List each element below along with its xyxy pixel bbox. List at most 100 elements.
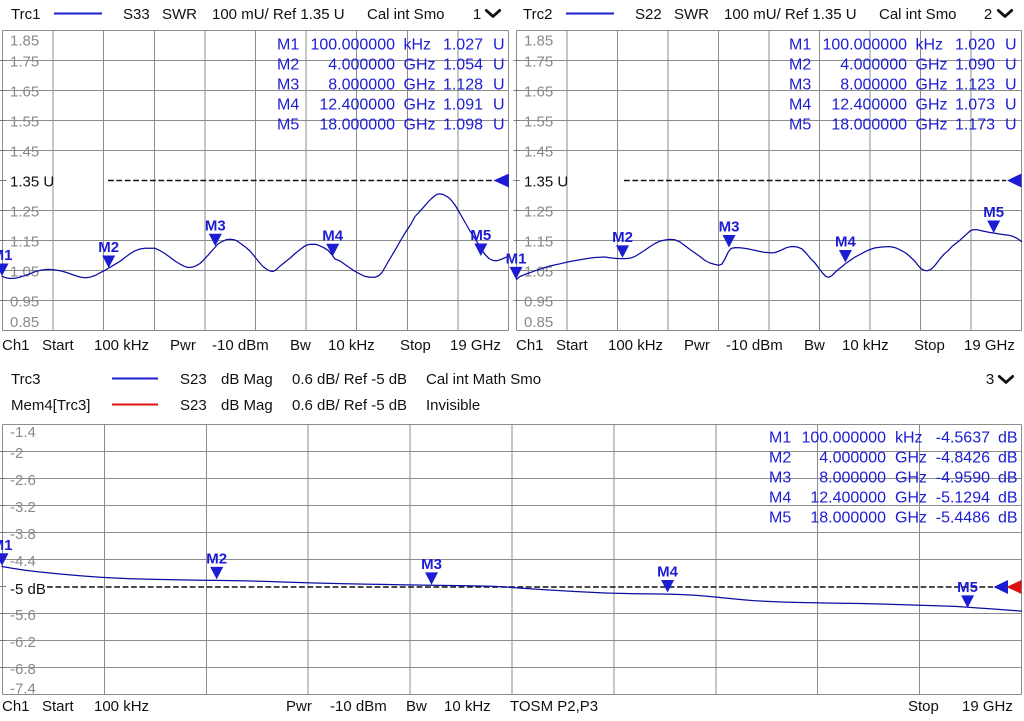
svg-text:GHz: GHz [916,77,948,94]
svg-text:1.65: 1.65 [524,84,553,101]
svg-text:dB: dB [998,470,1018,487]
svg-text:U: U [493,37,505,54]
svg-text:100 kHz: 100 kHz [94,698,149,715]
svg-text:1.75: 1.75 [524,54,553,71]
svg-text:U: U [493,97,505,114]
svg-text:M5: M5 [277,117,299,134]
svg-text:1: 1 [473,6,481,23]
svg-text:GHz: GHz [916,57,948,74]
svg-text:Bw: Bw [290,337,311,354]
svg-text:100.000000: 100.000000 [801,430,886,447]
svg-text:Start: Start [42,698,75,715]
svg-text:Ch1: Ch1 [516,337,544,354]
svg-text:Stop: Stop [908,698,939,715]
svg-text:dB: dB [998,510,1018,527]
svg-text:kHz: kHz [895,430,923,447]
svg-text:M2: M2 [98,239,119,256]
svg-text:1.35 U: 1.35 U [524,174,568,191]
svg-text:TOSM P2,P3: TOSM P2,P3 [510,698,598,715]
svg-text:M3: M3 [719,219,740,236]
svg-text:-3.2: -3.2 [10,499,36,516]
svg-text:1.55: 1.55 [524,114,553,131]
svg-text:8.000000: 8.000000 [819,470,886,487]
svg-text:Start: Start [42,337,75,354]
svg-text:-7.4: -7.4 [10,681,36,698]
svg-text:0.95: 0.95 [524,294,553,311]
svg-text:Bw: Bw [804,337,825,354]
svg-text:Cal int Smo: Cal int Smo [879,6,957,23]
svg-text:0.85: 0.85 [10,314,39,331]
svg-text:U: U [493,117,505,134]
svg-text:-4.8426: -4.8426 [936,450,990,467]
svg-text:1.15: 1.15 [10,234,39,251]
svg-text:100.000000: 100.000000 [310,37,395,54]
svg-text:1.173: 1.173 [955,117,995,134]
svg-text:8.000000: 8.000000 [328,77,395,94]
svg-text:M3: M3 [277,77,299,94]
svg-text:1.25: 1.25 [10,204,39,221]
svg-text:M4: M4 [322,227,343,244]
svg-text:Trc2: Trc2 [523,6,552,23]
svg-text:0.6 dB/ Ref -5 dB: 0.6 dB/ Ref -5 dB [292,397,407,414]
svg-text:1.15: 1.15 [524,234,553,251]
svg-text:M1: M1 [277,37,299,54]
svg-text:U: U [1005,97,1017,114]
svg-text:-5.4486: -5.4486 [936,510,990,527]
svg-text:4.000000: 4.000000 [819,450,886,467]
svg-text:GHz: GHz [404,97,436,114]
svg-text:SWR: SWR [162,6,197,23]
svg-text:-6.8: -6.8 [10,661,36,678]
svg-text:-4.9590: -4.9590 [936,470,990,487]
svg-text:kHz: kHz [404,37,432,54]
svg-text:Invisible: Invisible [426,397,480,414]
svg-text:-4.5637: -4.5637 [936,430,990,447]
svg-text:SWR: SWR [674,6,709,23]
svg-text:dB Mag: dB Mag [221,397,273,414]
svg-text:GHz: GHz [895,450,927,467]
svg-text:GHz: GHz [404,117,436,134]
svg-text:S22: S22 [635,6,662,23]
svg-text:8.000000: 8.000000 [840,77,907,94]
svg-text:10 kHz: 10 kHz [444,698,491,715]
svg-text:19 GHz: 19 GHz [964,337,1015,354]
svg-text:U: U [1005,117,1017,134]
svg-text:GHz: GHz [404,77,436,94]
svg-text:U: U [1005,77,1017,94]
svg-text:100.000000: 100.000000 [822,37,907,54]
svg-text:GHz: GHz [916,117,948,134]
svg-text:M5: M5 [957,579,978,596]
svg-text:1.75: 1.75 [10,54,39,71]
svg-text:Bw: Bw [406,698,427,715]
svg-text:M2: M2 [612,229,633,246]
svg-text:M3: M3 [769,470,791,487]
svg-text:18.000000: 18.000000 [319,117,395,134]
svg-text:12.400000: 12.400000 [831,97,907,114]
svg-text:M4: M4 [657,564,678,581]
svg-text:0.95: 0.95 [10,294,39,311]
svg-text:1.45: 1.45 [10,144,39,161]
svg-text:M5: M5 [789,117,811,134]
svg-text:1.123: 1.123 [955,77,995,94]
svg-text:1.020: 1.020 [955,37,995,54]
svg-text:19 GHz: 19 GHz [450,337,501,354]
svg-text:10 kHz: 10 kHz [842,337,889,354]
svg-text:-10 dBm: -10 dBm [330,698,387,715]
svg-text:Ch1: Ch1 [2,337,30,354]
svg-text:S33: S33 [123,6,150,23]
svg-text:Stop: Stop [914,337,945,354]
svg-text:M3: M3 [205,217,226,234]
svg-text:GHz: GHz [895,470,927,487]
svg-text:1.098: 1.098 [443,117,483,134]
svg-text:Ch1: Ch1 [2,698,30,715]
svg-text:0.85: 0.85 [524,314,553,331]
svg-text:1.027: 1.027 [443,37,483,54]
svg-text:dB: dB [998,430,1018,447]
svg-text:dB Mag: dB Mag [221,371,273,388]
svg-text:-10 dBm: -10 dBm [212,337,269,354]
svg-text:-1.4: -1.4 [10,424,36,441]
svg-text:M2: M2 [206,550,227,567]
svg-text:1.091: 1.091 [443,97,483,114]
svg-text:3: 3 [986,371,994,388]
svg-text:100 kHz: 100 kHz [94,337,149,354]
svg-text:U: U [1005,37,1017,54]
